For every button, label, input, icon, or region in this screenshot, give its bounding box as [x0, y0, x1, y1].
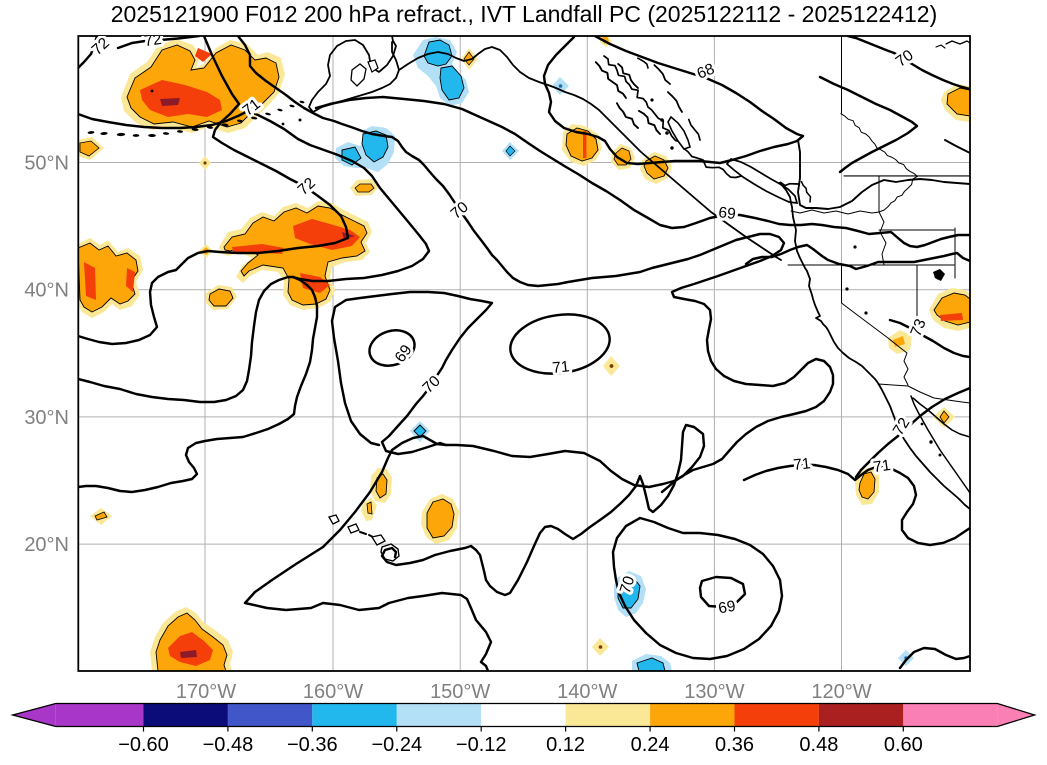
svg-text:71: 71 — [872, 457, 891, 476]
svg-text:69: 69 — [718, 204, 737, 223]
svg-text:40°N: 40°N — [24, 280, 69, 302]
svg-text:−0.36: −0.36 — [287, 734, 338, 756]
svg-text:160°W: 160°W — [303, 681, 363, 703]
svg-text:30°N: 30°N — [24, 407, 69, 429]
svg-text:140°W: 140°W — [557, 681, 617, 703]
svg-text:130°W: 130°W — [684, 681, 744, 703]
svg-text:150°W: 150°W — [430, 681, 490, 703]
svg-text:0.12: 0.12 — [546, 734, 585, 756]
svg-text:120°W: 120°W — [811, 681, 871, 703]
svg-text:0.24: 0.24 — [631, 734, 670, 756]
svg-text:71: 71 — [792, 455, 811, 474]
svg-text:−0.48: −0.48 — [203, 734, 254, 756]
svg-text:−0.24: −0.24 — [371, 734, 422, 756]
svg-text:20°N: 20°N — [24, 534, 69, 556]
svg-text:−0.60: −0.60 — [118, 734, 169, 756]
svg-text:50°N: 50°N — [24, 153, 69, 175]
svg-text:−0.12: −0.12 — [456, 734, 507, 756]
svg-text:69: 69 — [717, 598, 737, 618]
svg-text:170°W: 170°W — [176, 681, 236, 703]
svg-text:0.48: 0.48 — [799, 734, 838, 756]
svg-text:0.60: 0.60 — [884, 734, 923, 756]
svg-text:71: 71 — [551, 358, 570, 377]
svg-text:2025121900 F012 200 hPa refrac: 2025121900 F012 200 hPa refract., IVT La… — [111, 1, 937, 27]
svg-text:0.36: 0.36 — [715, 734, 754, 756]
